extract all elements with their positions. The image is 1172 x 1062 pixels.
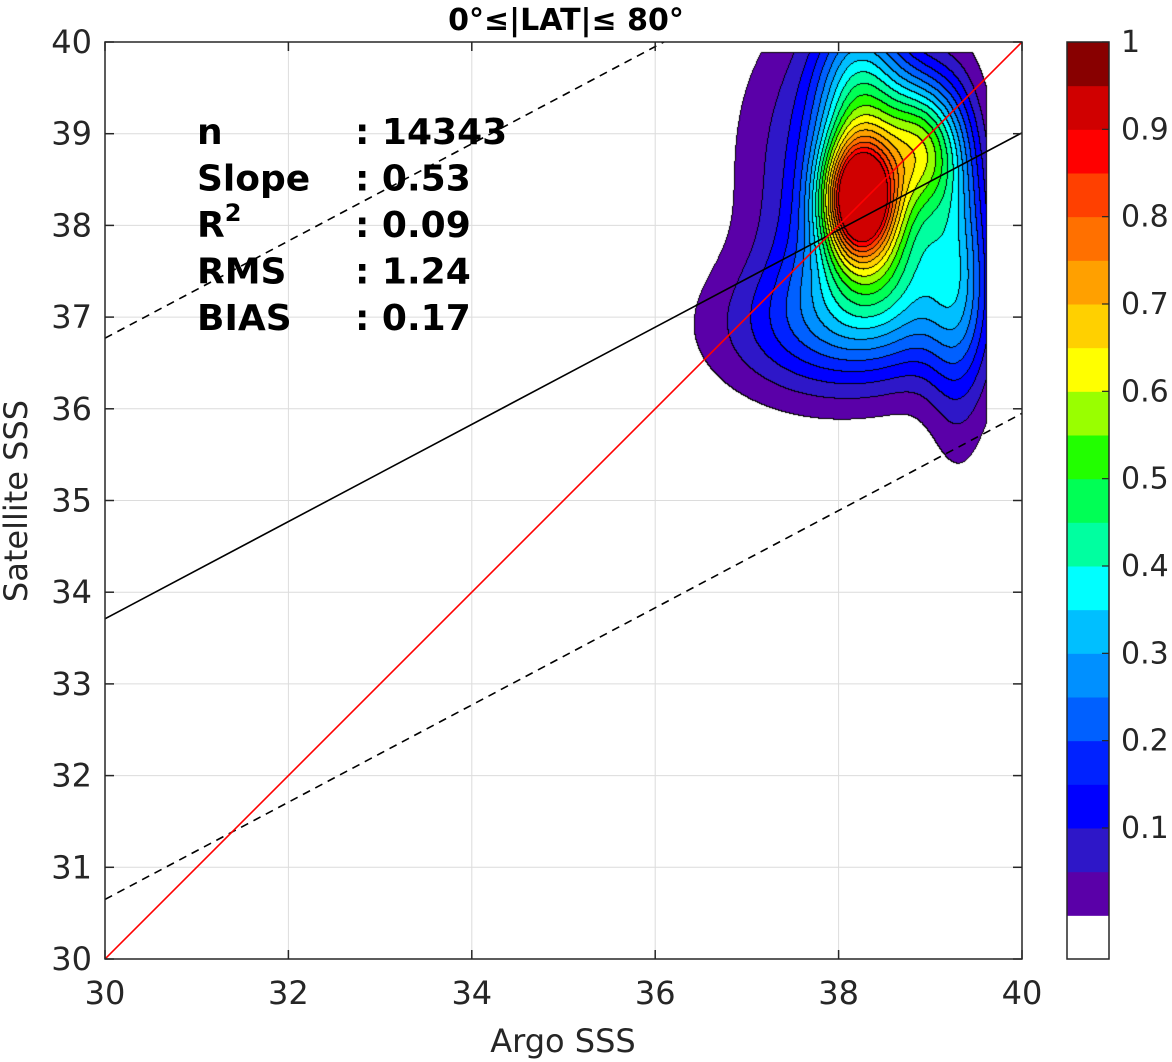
stat-label: n bbox=[197, 112, 223, 153]
stat-superscript: 2 bbox=[225, 199, 242, 227]
colorbar-tick-label: 0.1 bbox=[1121, 811, 1169, 846]
colorbar-tick-label: 0.9 bbox=[1121, 112, 1169, 147]
colorbar-tick-label: 0.6 bbox=[1121, 374, 1169, 409]
y-tick-label: 39 bbox=[51, 115, 92, 153]
stat-value: : 0.09 bbox=[355, 205, 471, 246]
regression-line bbox=[105, 132, 1022, 620]
colorbar-swatch bbox=[1067, 522, 1109, 567]
colorbar-swatch bbox=[1067, 304, 1109, 349]
colorbar-swatch bbox=[1067, 915, 1109, 960]
colorbar-tick-label: 0.5 bbox=[1121, 462, 1169, 497]
y-tick-label: 34 bbox=[51, 573, 92, 611]
y-tick-label: 37 bbox=[51, 298, 92, 336]
colorbar-swatch bbox=[1067, 478, 1109, 523]
colorbar-tick-label: 0.4 bbox=[1121, 549, 1169, 584]
axis-ticks: 30 32 34 36 38 40 30 31 32 33 34 35 36 37 38 39 40 bbox=[51, 23, 1042, 1012]
colorbar-frame bbox=[1066, 41, 1110, 960]
colorbar-tick-label: 0.7 bbox=[1121, 287, 1169, 322]
stat-value: : 0.53 bbox=[355, 159, 471, 200]
colorbar-tick-label: 0.2 bbox=[1121, 724, 1169, 759]
x-tick-label: 36 bbox=[635, 974, 676, 1012]
colorbar-swatch bbox=[1067, 566, 1109, 611]
colorbar-swatch bbox=[1067, 347, 1109, 392]
chart-title: 0°≤|LAT|≤ 80° bbox=[448, 3, 684, 38]
lower-bound-line bbox=[105, 412, 1022, 901]
colorbar-swatch bbox=[1067, 85, 1109, 130]
colorbar-swatch bbox=[1067, 260, 1109, 305]
colorbar-swatch bbox=[1067, 697, 1109, 742]
y-tick-label: 38 bbox=[51, 206, 92, 244]
colorbar-swatch bbox=[1067, 609, 1109, 654]
colorbar-swatch bbox=[1067, 173, 1109, 218]
y-tick-label: 30 bbox=[51, 940, 92, 978]
y-tick-label: 33 bbox=[51, 665, 92, 703]
y-tick-label: 36 bbox=[51, 390, 92, 428]
colorbar-swatch bbox=[1067, 42, 1109, 87]
x-axis-label: Argo SSS bbox=[490, 1022, 635, 1060]
stat-label: Slope bbox=[197, 159, 310, 200]
colorbar-swatch bbox=[1067, 828, 1109, 873]
one-to-one-line bbox=[105, 42, 1022, 959]
stat-value: : 0.17 bbox=[355, 298, 471, 339]
y-axis-label: Satellite SSS bbox=[0, 400, 35, 602]
colorbar: 0.1 0.2 0.3 0.4 0.5 0.6 0.7 0.8 0.9 1 bbox=[1066, 25, 1169, 960]
x-tick-label: 34 bbox=[451, 974, 492, 1012]
x-tick-label: 32 bbox=[268, 974, 309, 1012]
colorbar-swatch bbox=[1067, 871, 1109, 916]
colorbar-tick-label: 0.8 bbox=[1121, 200, 1169, 235]
colorbar-swatch bbox=[1067, 784, 1109, 829]
x-tick-label: 38 bbox=[818, 974, 859, 1012]
upper-bound-line bbox=[105, 42, 666, 339]
fit-lines bbox=[105, 42, 1022, 959]
y-tick-label: 32 bbox=[51, 757, 92, 795]
stat-label: BIAS bbox=[197, 298, 292, 339]
colorbar-swatch bbox=[1067, 216, 1109, 261]
y-tick-label: 31 bbox=[51, 848, 92, 886]
x-tick-label: 40 bbox=[1002, 974, 1043, 1012]
stat-label: RMS bbox=[197, 252, 286, 293]
colorbar-swatch bbox=[1067, 435, 1109, 480]
colorbar-swatch bbox=[1067, 653, 1109, 698]
x-tick-label: 30 bbox=[85, 974, 126, 1012]
colorbar-tick-label: 0.3 bbox=[1121, 636, 1169, 671]
colorbar-swatch bbox=[1067, 129, 1109, 174]
colorbar-swatch bbox=[1067, 391, 1109, 436]
stat-value: : 14343 bbox=[355, 112, 507, 153]
y-tick-label: 35 bbox=[51, 482, 92, 520]
stat-value: : 1.24 bbox=[355, 252, 471, 293]
y-tick-label: 40 bbox=[51, 23, 92, 61]
colorbar-tick-label: 1 bbox=[1121, 25, 1140, 60]
colorbar-swatch bbox=[1067, 740, 1109, 785]
